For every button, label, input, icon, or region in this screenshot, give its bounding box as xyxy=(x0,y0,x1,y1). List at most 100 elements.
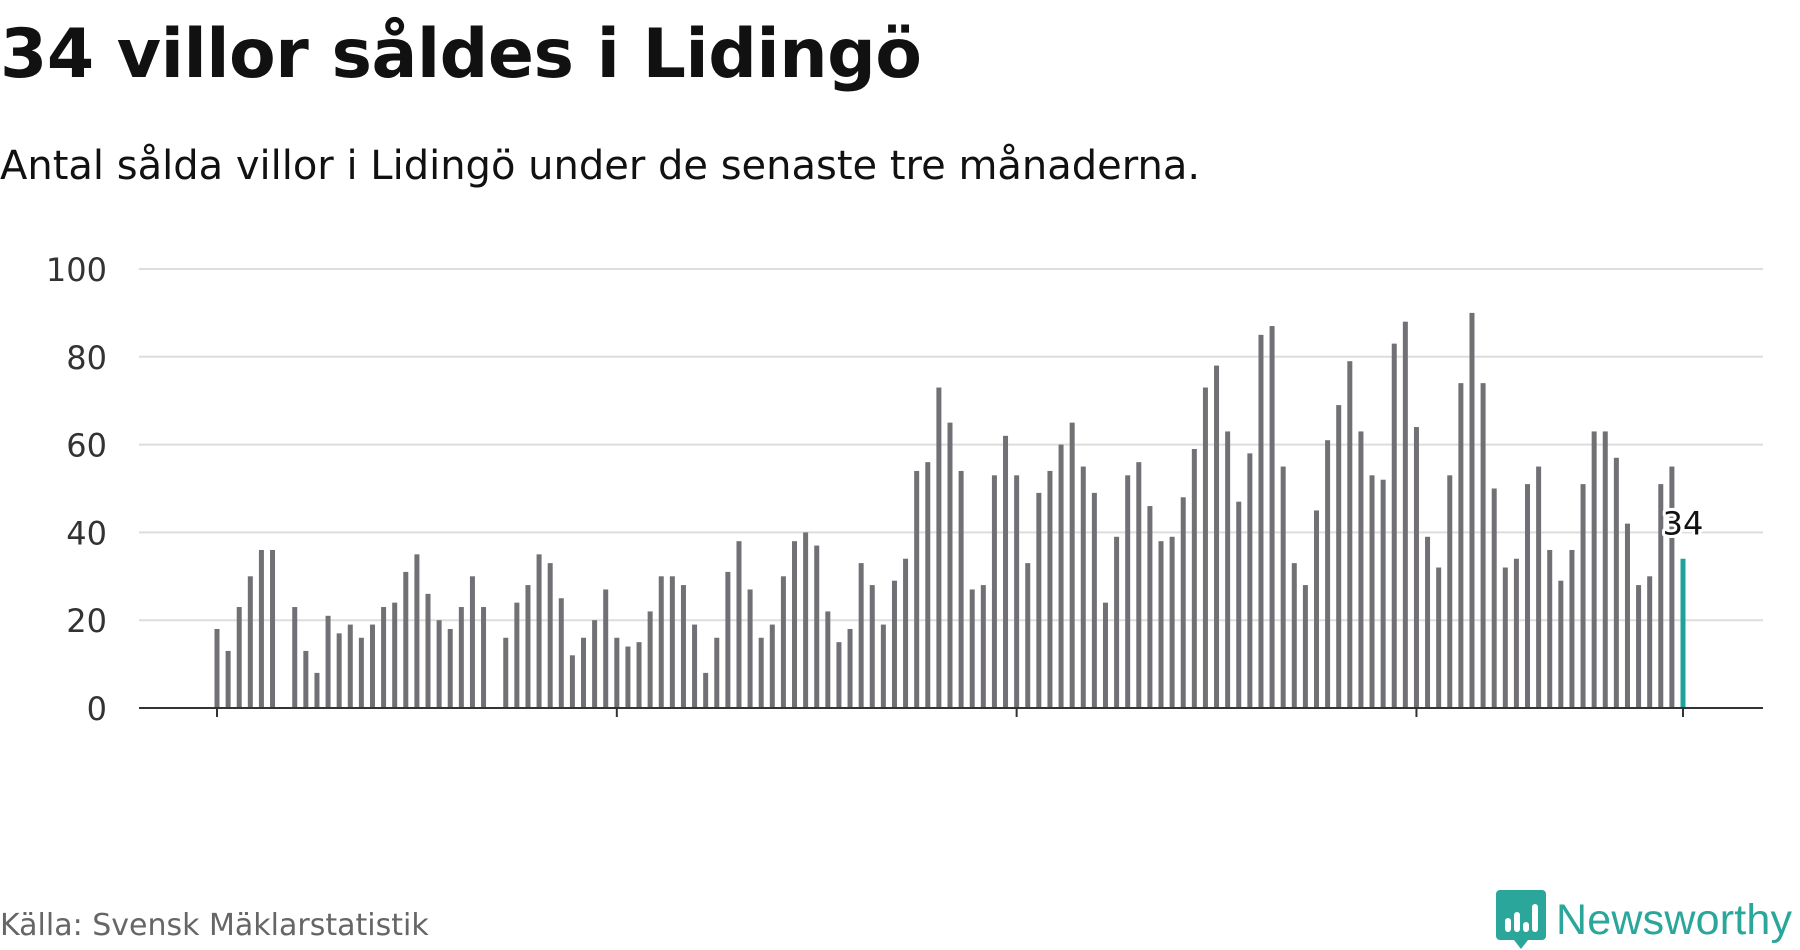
bar xyxy=(1591,431,1597,708)
bar xyxy=(1236,501,1242,708)
bar xyxy=(325,615,331,708)
bar xyxy=(1258,334,1264,708)
bar xyxy=(1547,549,1553,708)
chart-annotation: 34 xyxy=(1660,502,1707,546)
bar xyxy=(270,549,276,708)
bar xyxy=(225,650,231,708)
bar xyxy=(1058,444,1064,708)
bar xyxy=(214,628,220,708)
bar xyxy=(336,633,342,708)
bar xyxy=(358,637,364,708)
bar xyxy=(392,602,398,708)
bar-chart: 0 20 40 60 80 100 2012 2015 2018 2021 2023 34 xyxy=(46,251,1763,740)
bar xyxy=(469,576,475,708)
bar xyxy=(581,637,586,708)
bar xyxy=(425,593,431,708)
source-note: Källa: Svensk Mäklarstatistik xyxy=(0,908,429,943)
bar xyxy=(1413,427,1419,708)
bar xyxy=(1125,475,1131,708)
bar-highlight xyxy=(1680,558,1686,708)
bar xyxy=(1602,431,1608,708)
bar xyxy=(1202,387,1208,708)
bar xyxy=(569,655,575,708)
bar xyxy=(1613,457,1619,708)
chart-bars xyxy=(214,312,1686,708)
bar xyxy=(1569,549,1575,708)
bar xyxy=(1502,567,1508,708)
bar xyxy=(1525,484,1531,708)
bar xyxy=(836,642,842,708)
bar xyxy=(625,646,631,708)
bar xyxy=(1480,383,1486,708)
bar xyxy=(1558,580,1564,708)
bar xyxy=(247,576,253,708)
bar xyxy=(714,637,720,708)
bar xyxy=(1447,475,1453,708)
x-tick-label: 2021 xyxy=(1376,734,1457,740)
y-tick-label: 40 xyxy=(66,514,107,552)
bar xyxy=(1402,321,1408,708)
bar xyxy=(1436,567,1442,708)
bar xyxy=(1014,475,1020,708)
bar xyxy=(703,672,709,708)
bar xyxy=(936,387,942,708)
bar xyxy=(514,602,520,708)
newsworthy-logo-icon xyxy=(1496,890,1546,949)
bar xyxy=(1536,466,1542,708)
bar xyxy=(1469,312,1475,708)
bar xyxy=(1513,558,1519,708)
bar xyxy=(414,554,420,708)
bar xyxy=(636,642,642,708)
bar xyxy=(925,462,931,708)
bar xyxy=(1158,541,1164,708)
bar xyxy=(1358,431,1364,708)
bar xyxy=(314,672,320,708)
bar xyxy=(258,549,264,708)
bar xyxy=(481,607,487,708)
y-tick-label: 0 xyxy=(87,690,107,728)
bar xyxy=(1036,492,1042,708)
brand-name: Newsworthy xyxy=(1556,895,1793,944)
bar xyxy=(725,571,731,708)
bar xyxy=(903,558,909,708)
bar xyxy=(1458,383,1464,708)
bar xyxy=(1314,510,1319,708)
bar xyxy=(1325,440,1331,708)
bar xyxy=(458,607,464,708)
bar xyxy=(692,624,698,708)
bar xyxy=(814,545,820,708)
bar xyxy=(1580,484,1586,708)
bar xyxy=(758,637,764,708)
bar xyxy=(969,589,975,708)
bar xyxy=(1391,343,1397,708)
bar xyxy=(1136,462,1142,708)
bar xyxy=(858,563,864,708)
bar xyxy=(847,628,853,708)
bar xyxy=(825,611,831,708)
bar xyxy=(303,650,309,708)
bar xyxy=(680,585,686,708)
bar xyxy=(1347,361,1353,708)
bar xyxy=(1369,475,1375,708)
page-subtitle: Antal sålda villor i Lidingö under de se… xyxy=(0,143,1201,189)
bar xyxy=(658,576,664,708)
bar xyxy=(736,541,742,708)
highlight-value-label: 34 xyxy=(1663,505,1704,543)
bar xyxy=(880,624,886,708)
bar xyxy=(1091,492,1097,708)
y-axis-tick-labels: 0 20 40 60 80 100 xyxy=(46,251,107,728)
bar xyxy=(869,585,875,708)
y-tick-label: 20 xyxy=(66,602,107,640)
bar xyxy=(1147,506,1153,708)
x-tick-label: 2015 xyxy=(576,734,657,740)
bar xyxy=(914,470,920,708)
bar xyxy=(1102,602,1108,708)
bar xyxy=(747,589,753,708)
bar xyxy=(1291,563,1297,708)
bar xyxy=(1491,488,1497,708)
bar xyxy=(1669,466,1675,708)
bar xyxy=(447,628,453,708)
bar xyxy=(1225,431,1231,708)
bar xyxy=(1047,470,1053,708)
bar xyxy=(1003,435,1009,708)
